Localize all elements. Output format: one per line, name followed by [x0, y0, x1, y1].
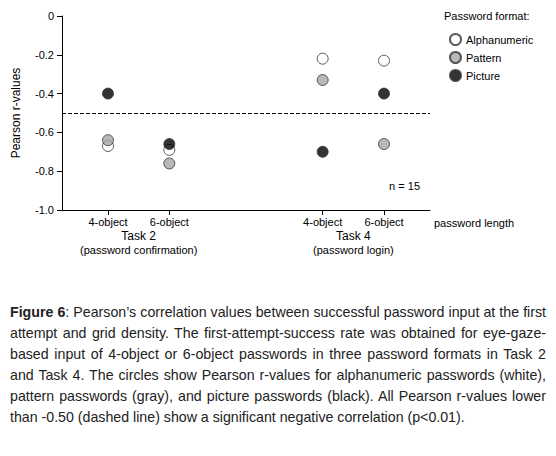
html-text:Figure 6: Pearson’s correlatio: Figure 6: Pearson’s correlation values b… [10, 304, 546, 425]
svg-text:password length: password length [434, 217, 514, 229]
svg-text:Task 2: Task 2 [121, 229, 156, 243]
svg-text:6-object: 6-object [364, 216, 403, 228]
svg-text:Pearson r-values: Pearson r-values [9, 68, 23, 159]
svg-text:-0.4: -0.4 [35, 88, 54, 100]
svg-text:-0.6: -0.6 [35, 126, 54, 138]
svg-text:-1.0: -1.0 [35, 204, 54, 216]
svg-text:Alphanumeric: Alphanumeric [466, 34, 534, 46]
svg-text:4-object: 4-object [303, 216, 342, 228]
svg-text:-0.8: -0.8 [35, 165, 54, 177]
svg-text:(password confirmation): (password confirmation) [80, 244, 197, 256]
svg-text:-0.2: -0.2 [35, 49, 54, 61]
svg-text:(password login): (password login) [313, 244, 394, 256]
svg-text:n = 15: n = 15 [389, 180, 420, 192]
svg-text:Password format:: Password format: [444, 10, 530, 22]
svg-text:Task 4: Task 4 [336, 229, 371, 243]
svg-text:Pattern: Pattern [466, 52, 501, 64]
svg-text:4-object: 4-object [88, 216, 127, 228]
svg-text:6-object: 6-object [150, 216, 189, 228]
svg-text:0: 0 [48, 10, 54, 22]
svg-text:Picture: Picture [466, 70, 500, 82]
